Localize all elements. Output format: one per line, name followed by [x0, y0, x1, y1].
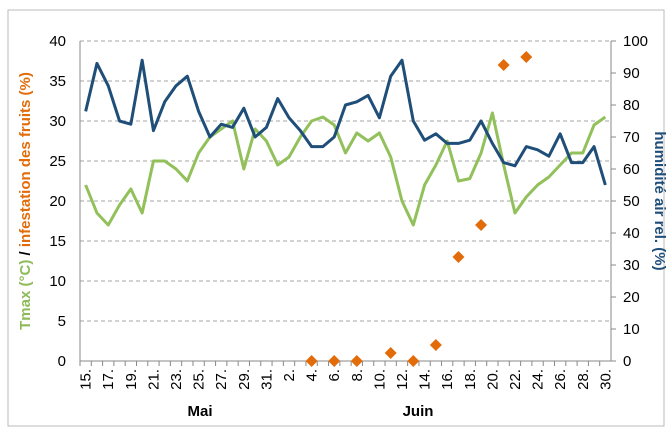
y-tick-label: 30: [49, 113, 66, 130]
x-tick-label: 24.: [530, 369, 547, 390]
scatter-point: [305, 355, 318, 367]
x-tick-label: 29.: [236, 369, 253, 390]
y2-tick-label: 60: [623, 161, 640, 178]
x-tick-label: 14.: [417, 369, 434, 390]
x-tick-label: 21.: [145, 369, 162, 390]
scatter-point: [497, 59, 510, 71]
y2-tick-label: 0: [623, 353, 631, 370]
scatter-point: [520, 51, 533, 63]
x-tick-label: 18.: [462, 369, 479, 390]
x-tick-label: 30.: [597, 369, 614, 390]
y2-tick-label: 30: [623, 257, 640, 274]
month-label: Juin: [403, 403, 434, 420]
scatter-point: [384, 347, 397, 359]
x-tick-label: 22.: [507, 369, 524, 390]
series-line: [84, 58, 607, 186]
y-tick-label: 0: [58, 353, 66, 370]
x-tick-label: 23.: [168, 369, 185, 390]
x-tick-label: 6.: [326, 369, 343, 382]
x-tick-label: 16.: [439, 369, 456, 390]
y-tick-label: 20: [49, 193, 66, 210]
x-tick-label: 8.: [349, 369, 366, 382]
y2-tick-label: 80: [623, 97, 640, 114]
y2-tick-label: 90: [623, 65, 640, 82]
y-axis-label-part: Tmax (°C): [17, 260, 34, 330]
scatter-point: [328, 355, 341, 367]
scatter-point: [350, 355, 363, 367]
y-axis-label-part: infestation des fruits (%): [17, 72, 34, 247]
y2-tick-label: 100: [623, 33, 648, 50]
y2-tick-label: 50: [623, 193, 640, 210]
y-tick-label: 5: [58, 313, 66, 330]
y-axis-label-part: /: [17, 247, 34, 260]
x-tick-label: 27.: [213, 369, 230, 390]
x-tick-label: 25.: [191, 369, 208, 390]
y-tick-label: 25: [49, 153, 66, 170]
x-tick-label: 31.: [258, 369, 275, 390]
y2-axis-label: humidité air rel. (%): [651, 131, 668, 270]
x-tick-label: 4.: [304, 369, 321, 382]
scatter-point: [407, 355, 420, 367]
x-tick-label: 26.: [552, 369, 569, 390]
scatter-point: [475, 219, 488, 231]
x-tick-label: 17.: [100, 369, 117, 390]
y-tick-label: 10: [49, 273, 66, 290]
x-tick-label: 10.: [371, 369, 388, 390]
y-tick-label: 40: [49, 33, 66, 50]
x-tick-label: 28.: [575, 369, 592, 390]
x-tick-label: 2.: [281, 369, 298, 382]
x-tick-label: 20.: [484, 369, 501, 390]
series-line: [84, 111, 607, 227]
x-tick-label: 15.: [78, 369, 95, 390]
y2-tick-label: 20: [623, 289, 640, 306]
x-tick-label: 12.: [394, 369, 411, 390]
y2-tick-label: 10: [623, 321, 640, 338]
y2-tick-label: 40: [623, 225, 640, 242]
y-axis-label: Tmax (°C) / infestation des fruits (%): [17, 72, 34, 330]
x-tick-label: 19.: [123, 369, 140, 390]
y2-tick-label: 70: [623, 129, 640, 146]
frame: [7, 9, 665, 427]
scatter-point: [429, 339, 442, 351]
y-tick-label: 35: [49, 73, 66, 90]
y-tick-label: 15: [49, 233, 66, 250]
month-label: Mai: [187, 403, 212, 420]
scatter-point: [452, 251, 465, 263]
